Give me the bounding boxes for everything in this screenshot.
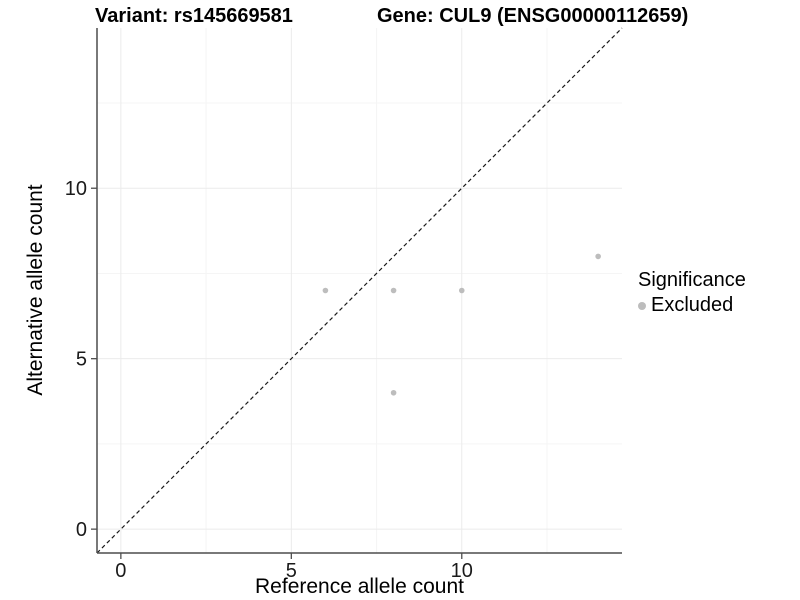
legend-item-label: Excluded <box>651 294 734 316</box>
y-tick-label: 0 <box>76 519 87 541</box>
identity-line <box>96 27 623 554</box>
data-point <box>322 287 329 294</box>
variant-title: Variant: rs145669581 <box>95 5 293 27</box>
data-point <box>390 287 397 294</box>
legend-title: Significance <box>638 269 746 291</box>
x-axis-title: Reference allele count <box>255 575 464 598</box>
data-point <box>458 287 465 294</box>
y-tick-label: 5 <box>76 349 87 371</box>
x-tick-label: 5 <box>286 560 297 582</box>
y-tick-label: 10 <box>65 178 87 200</box>
legend-item-excluded: Excluded <box>638 294 746 317</box>
data-point <box>595 253 601 260</box>
data-point <box>390 389 397 396</box>
x-tick-label: 0 <box>115 560 126 582</box>
y-axis-title: Alternative allele count <box>24 184 47 396</box>
x-tick-label: 10 <box>451 560 473 582</box>
legend: Significance Excluded <box>638 269 746 317</box>
gene-title: Gene: CUL9 (ENSG00000112659) <box>377 5 689 27</box>
legend-point-icon <box>638 301 646 310</box>
